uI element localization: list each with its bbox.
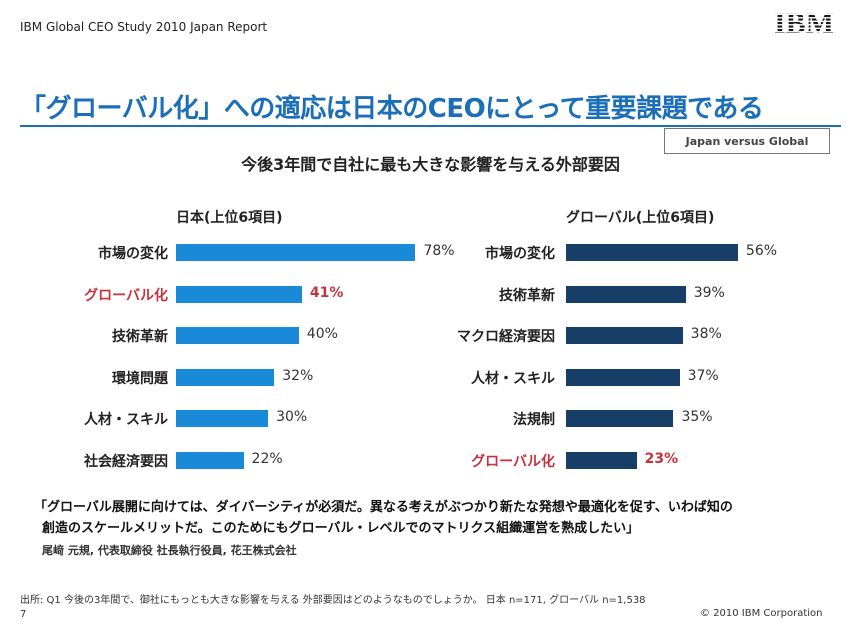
source-note: 出所: Q1 今後の3年間で、御社にもっとも大きな影響を与える 外部要因はどのよ… — [20, 595, 646, 606]
global-category-label: マクロ経済要因 — [457, 329, 555, 345]
japan-bar — [176, 368, 275, 386]
global-category-label: 技術革新 — [499, 287, 555, 304]
chart-title: 今後3年間で自社に最も大きな影響を与える外部要因 — [241, 155, 620, 174]
japan-bar — [176, 327, 299, 344]
global-value-label: 38% — [690, 326, 722, 342]
japan-value-label: 32% — [282, 367, 314, 384]
global-category-label: グローバル化 — [471, 453, 555, 470]
ibm-logo: IBM — [774, 8, 834, 36]
japan-value-label: 40% — [306, 326, 338, 342]
japan-category-label: グローバル化 — [84, 287, 168, 304]
global-value-label: 37% — [687, 367, 719, 384]
global-bar — [566, 327, 683, 344]
global-value-label: 56% — [745, 243, 778, 259]
japan-category-label: 環境問題 — [112, 370, 168, 387]
comparison-badge: Japan versus Global — [664, 128, 830, 154]
global-value-label: 23% — [644, 450, 679, 467]
quote-line-2: 創造のスケールメリットだ。このためにもグローバル・レベルでのマトリクス組織運営を… — [42, 521, 640, 536]
global-bar — [566, 368, 680, 386]
quote-attribution: 尾﨑 元規, 代表取締役 社長執行役員, 花王株式会社 — [42, 544, 297, 557]
report-name: IBM Global CEO Study 2010 Japan Report — [20, 20, 268, 34]
japan-panel-title: 日本(上位6項目) — [176, 210, 283, 226]
japan-value-label: 41% — [309, 284, 344, 301]
japan-category-label: 人材・スキル — [84, 412, 168, 428]
global-value-label: 39% — [693, 284, 725, 301]
japan-bar — [176, 285, 302, 303]
global-bar — [566, 285, 686, 303]
japan-category-label: 市場の変化 — [98, 246, 168, 262]
global-category-label: 人材・スキル — [471, 370, 555, 387]
ibm-logo-text: IBM — [774, 8, 834, 36]
japan-value-label: 30% — [276, 409, 308, 425]
global-bar — [566, 410, 674, 427]
japan-bar — [176, 451, 244, 469]
global-value-label: 35% — [681, 409, 713, 425]
title-divider — [20, 125, 841, 127]
global-bar — [566, 451, 637, 469]
japan-value-label: 22% — [251, 450, 283, 467]
japan-bar — [176, 410, 269, 427]
quote-line-1: 「グローバル展開に向けては、ダイバーシティが必須だ。異なる考えがぶつかり新たな発… — [34, 500, 733, 515]
global-category-label: 法規制 — [513, 412, 555, 428]
japan-category-label: 社会経済要因 — [84, 453, 168, 470]
global-category-label: 市場の変化 — [485, 246, 555, 262]
japan-category-label: 技術革新 — [112, 329, 168, 345]
page-title: 「グローバル化」への適応は日本のCEOにとって重要課題である — [20, 94, 764, 124]
japan-bar — [176, 244, 416, 261]
page-number: 7 — [20, 609, 27, 620]
japan-value-label: 78% — [423, 243, 455, 259]
global-bar — [566, 244, 738, 261]
global-panel-title: グローバル(上位6項目) — [566, 210, 715, 226]
copyright: © 2010 IBM Corporation — [700, 608, 823, 619]
